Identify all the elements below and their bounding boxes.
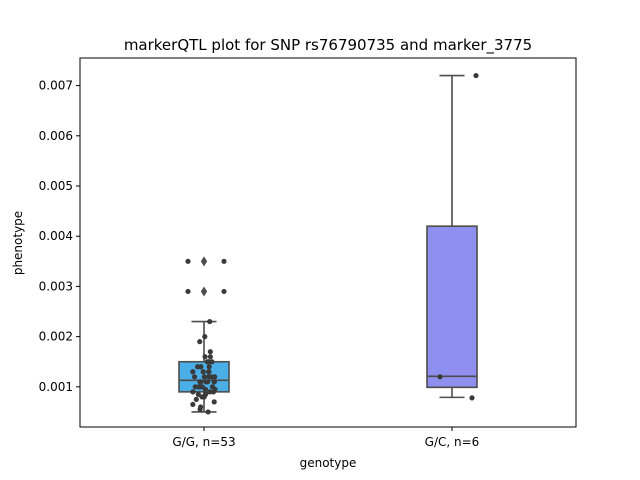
y-axis-label: phenotype — [11, 211, 25, 275]
data-point — [210, 389, 217, 395]
data-point — [202, 386, 209, 392]
data-point — [221, 288, 227, 295]
data-point — [203, 379, 209, 385]
data-point — [205, 409, 211, 415]
data-point — [185, 258, 191, 264]
data-point — [207, 354, 213, 360]
x-axis-label: genotype — [300, 456, 357, 470]
data-point — [199, 394, 205, 400]
data-point — [206, 364, 212, 370]
data-point — [202, 334, 208, 340]
data-point — [198, 364, 204, 370]
chart-title: markerQTL plot for SNP rs76790735 and ma… — [124, 36, 532, 55]
y-tick-label: 0.005 — [39, 179, 73, 193]
data-point — [197, 339, 203, 345]
outlier-marker — [200, 256, 208, 267]
data-point — [197, 379, 203, 385]
y-tick-label: 0.003 — [39, 279, 73, 293]
x-tick-label: G/C, n=6 — [425, 435, 480, 449]
data-point — [473, 72, 479, 79]
data-point — [221, 258, 227, 264]
box-iqr — [426, 225, 478, 389]
data-point — [469, 395, 475, 401]
data-point — [437, 374, 443, 380]
data-point — [202, 354, 208, 360]
data-point — [207, 389, 213, 395]
axes-frame — [79, 57, 577, 428]
data-point — [191, 374, 198, 380]
data-point — [205, 369, 212, 375]
x-tick-label: G/G, n=53 — [172, 435, 235, 449]
y-tick-label: 0.007 — [39, 79, 73, 93]
y-tick-label: 0.004 — [39, 229, 73, 243]
data-point — [197, 406, 203, 413]
data-point — [196, 384, 202, 390]
plot-layer — [178, 72, 479, 415]
data-point — [201, 374, 207, 380]
data-point — [209, 359, 215, 365]
y-tick-label: 0.001 — [39, 380, 73, 394]
y-tick-label: 0.006 — [39, 129, 73, 143]
data-point — [204, 359, 210, 365]
box-group — [426, 74, 478, 399]
outlier-marker — [200, 286, 208, 297]
data-point — [207, 318, 213, 325]
data-point — [192, 384, 198, 390]
data-point — [193, 396, 199, 402]
data-point — [211, 399, 217, 405]
data-point — [190, 389, 196, 395]
data-point — [195, 391, 201, 397]
data-point — [211, 379, 217, 385]
data-point — [200, 369, 206, 375]
data-point — [207, 349, 213, 355]
data-point — [185, 288, 191, 295]
y-tick-label: 0.002 — [39, 330, 73, 344]
data-point — [211, 374, 218, 380]
data-point — [206, 374, 212, 380]
data-point — [190, 401, 196, 408]
data-point — [190, 369, 196, 375]
